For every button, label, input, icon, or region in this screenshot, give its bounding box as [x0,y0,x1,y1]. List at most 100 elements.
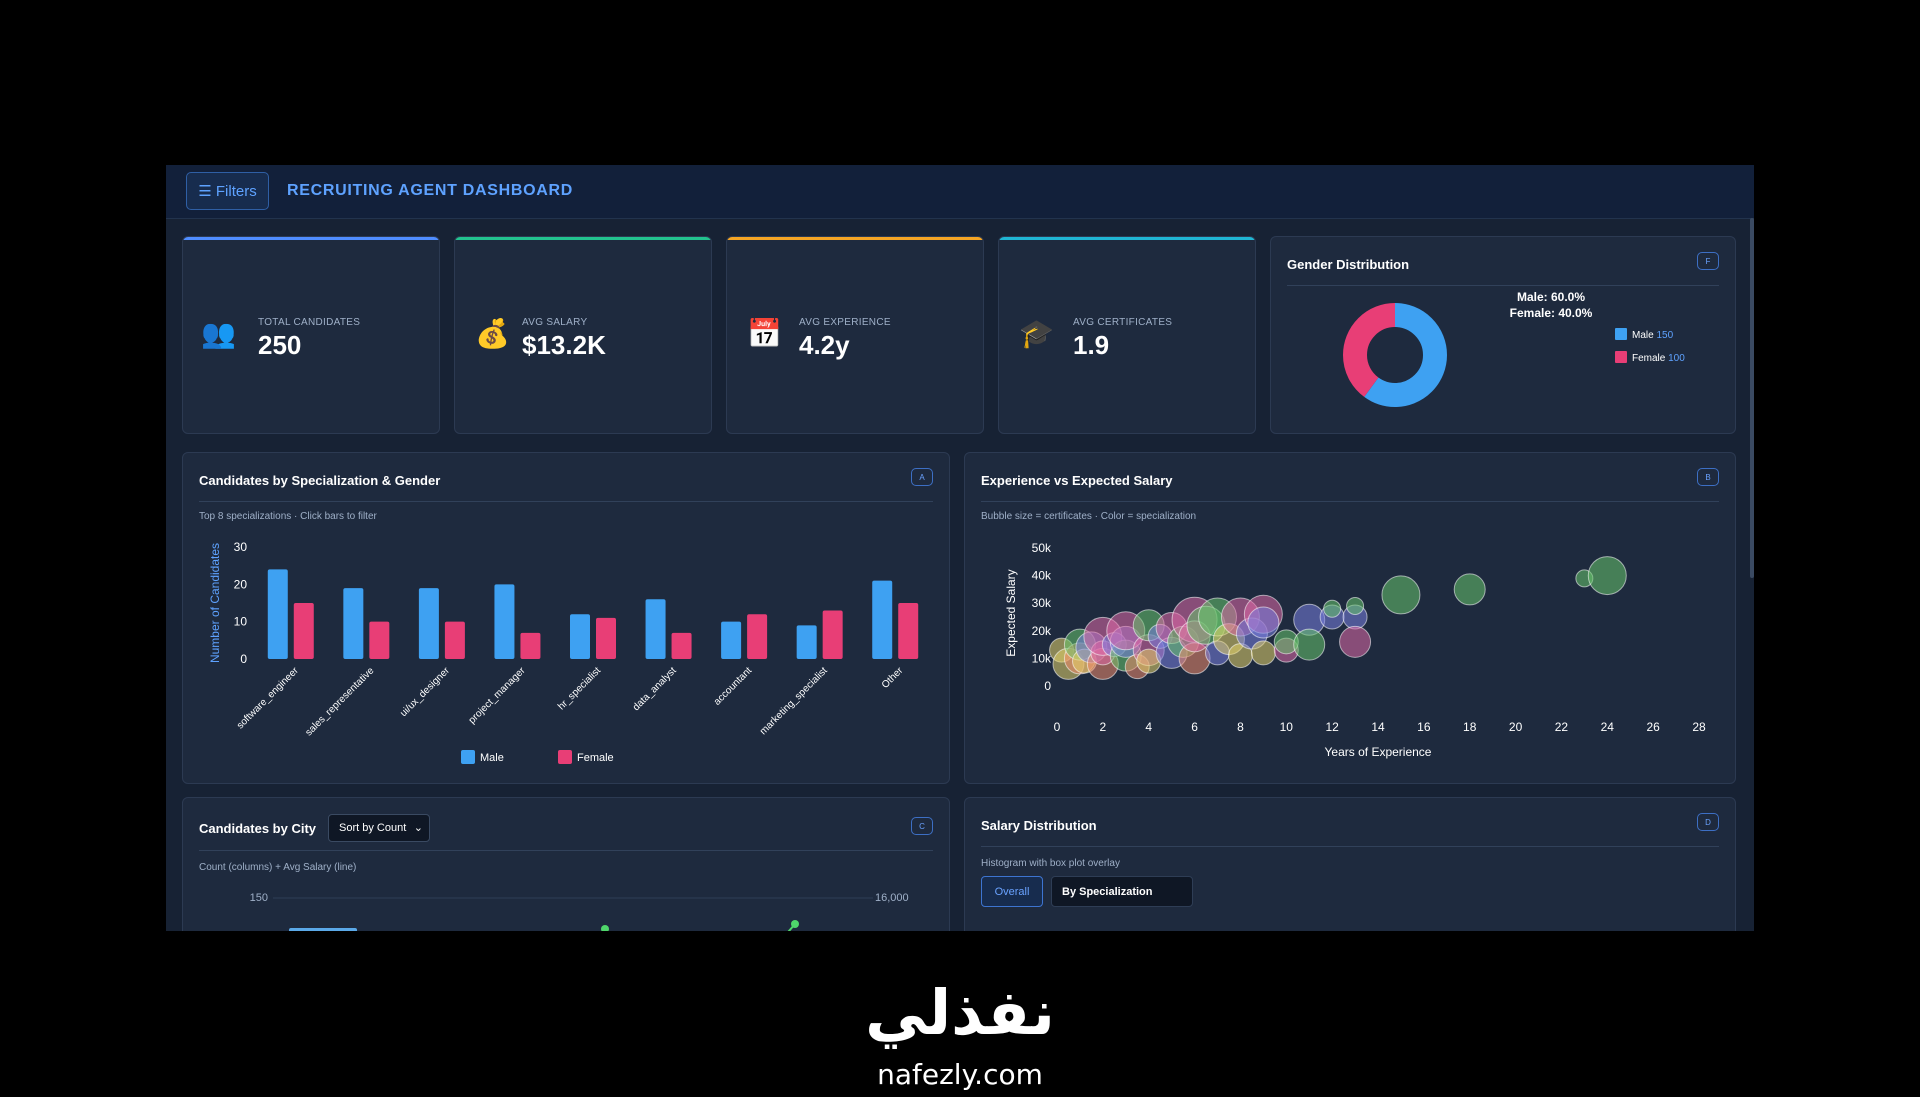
card-badge[interactable]: B [1697,468,1719,486]
bar-male[interactable] [872,580,893,659]
filters-button[interactable]: ☰ Filters [186,172,269,210]
card-badge[interactable]: F [1697,252,1719,270]
bubble-point[interactable] [1250,640,1276,666]
bubble-point[interactable] [1339,625,1372,658]
gender-distribution-card: Gender Distribution F Male: 60.0% Female… [1270,236,1736,434]
gender-donut-chart: Male: 60.0% Female: 40.0% Male 150 Female… [1343,290,1685,407]
donut-label-female: Female: 40.0% [1510,306,1593,320]
bar-male[interactable] [721,621,742,659]
card-subtitle: Bubble size = certificates · Color = spe… [981,511,1197,522]
x-tick-label: project_manager [467,665,528,726]
bar-male[interactable] [494,584,515,659]
kpi-avg-experience: 📅 AVG EXPERIENCE 4.2y [726,236,984,434]
y-axis-title: Expected Salary [1004,569,1018,656]
legend-label: Male 150 [1632,330,1674,341]
by-specialization-toggle-button[interactable]: By Specialization [1051,876,1193,907]
y-tick-label: 40k [1032,569,1052,583]
x-tick-label: ui/ux_designer [398,665,452,719]
city-column-bar[interactable] [289,928,357,931]
card-divider [981,846,1719,847]
page-scrollbar[interactable] [1750,218,1754,578]
avg-salary-line-point[interactable] [601,925,609,931]
bar-male[interactable] [343,588,364,659]
legend-label[interactable]: Male [480,752,504,764]
donut-slice-female[interactable] [1343,303,1447,407]
x-tick-label: 22 [1555,720,1569,734]
bar-female[interactable] [898,603,919,659]
salary-distribution-card: Salary Distribution D Histogram with box… [964,797,1736,931]
x-tick-label: 4 [1145,720,1152,734]
overall-toggle-button[interactable]: Overall [981,876,1043,907]
y-axis-title: Number of Candidates [208,543,222,663]
card-subtitle: Count (columns) + Avg Salary (line) [199,862,357,873]
legend-swatch[interactable] [558,750,572,764]
bar-male[interactable] [570,614,590,659]
x-tick-label: software_engineer [235,665,301,731]
bar-female[interactable] [822,610,843,659]
y-tick-label: 0 [240,652,247,666]
x-tick-label: marketing_specialist [758,665,830,737]
bar-female[interactable] [520,632,541,659]
y-tick-label: 20k [1032,624,1052,638]
kpi-value: 1.9 [1073,330,1110,360]
card-subtitle: Histogram with box plot overlay [981,858,1120,869]
candidates-by-city-card: Candidates by City Sort by Count ⌄ C Cou… [182,797,950,931]
y-tick-label: 0 [1044,679,1051,693]
card-divider [1287,285,1719,286]
x-tick-label: 8 [1237,720,1244,734]
people-icon: 👥 [201,318,236,349]
bar-female[interactable] [369,621,390,659]
bar-male[interactable] [267,569,288,659]
kpi-total-candidates: 👥 TOTAL CANDIDATES 250 [182,236,440,434]
kpi-accent-bar [455,237,711,240]
card-badge[interactable]: A [911,468,933,486]
bar-male[interactable] [645,599,666,659]
bar-female[interactable] [444,621,465,659]
kpi-label: AVG SALARY [522,317,588,328]
y-tick-label: 10k [1032,651,1052,665]
legend-swatch[interactable] [461,750,475,764]
sort-select[interactable]: Sort by Count ⌄ [328,814,430,842]
bar-male[interactable] [796,625,817,659]
bubble-point[interactable] [1381,575,1421,615]
legend-label: Female 100 [1632,353,1685,364]
card-badge[interactable]: C [911,817,933,835]
kpi-value: 250 [258,330,302,360]
card-divider [199,501,933,502]
y-tick-label: 30k [1032,596,1052,610]
x-tick-label: 2 [1100,720,1107,734]
bubble-point[interactable] [1323,599,1342,618]
bubble-point[interactable] [1453,573,1486,606]
specialization-gender-card: Candidates by Specialization & Gender A … [182,452,950,784]
bar-female[interactable] [747,614,768,659]
bubble-point[interactable] [1293,628,1326,661]
kpi-avg-salary: 💰 AVG SALARY $13.2K [454,236,712,434]
y-tick-label: 10 [234,615,248,629]
bar-female[interactable] [596,617,616,659]
graduation-cap-icon: 🎓 [1019,318,1054,349]
sort-select-value: Sort by Count [339,822,407,834]
bar-male[interactable] [418,588,439,659]
card-badge[interactable]: D [1697,813,1719,831]
top-bar: ☰ Filters RECRUITING AGENT DASHBOARD [166,165,1754,219]
x-tick-label: 16 [1417,720,1431,734]
bar-female[interactable] [671,632,692,659]
legend-label[interactable]: Female [577,752,614,764]
x-tick-label: 26 [1646,720,1660,734]
specialization-bar-chart[interactable]: 0 10 20 30 Number of Candidates software_engi… [183,453,950,784]
x-tick-label: accountant [712,665,755,708]
kpi-value: 4.2y [799,330,850,360]
bubble-point[interactable] [1346,596,1365,615]
money-bag-icon: 💰 [475,318,510,349]
bubble-point[interactable] [1587,556,1627,596]
kpi-label: AVG CERTIFICATES [1073,317,1173,328]
page-title: RECRUITING AGENT DASHBOARD [287,182,574,199]
bubble-point[interactable] [1247,606,1280,639]
card-title: Candidates by Specialization & Gender [199,473,441,488]
x-tick-label: 14 [1371,720,1385,734]
avg-salary-line-point[interactable] [791,920,799,928]
x-tick-label: Other [880,665,906,691]
bar-female[interactable] [293,603,314,659]
x-tick-label: 20 [1509,720,1523,734]
